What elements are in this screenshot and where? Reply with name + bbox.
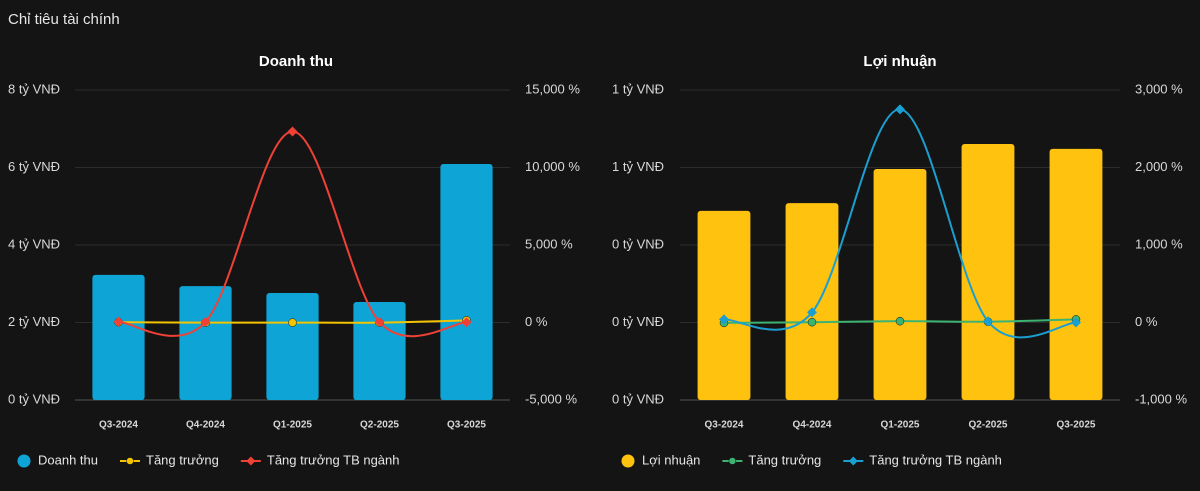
legend-label: Doanh thu — [38, 452, 98, 467]
line-marker — [719, 314, 729, 325]
x-tick-label: Q3-2024 — [705, 420, 744, 431]
line-marker — [374, 317, 385, 328]
bar — [353, 301, 406, 400]
y-tick-label: 2 tỷ VNĐ — [8, 314, 60, 329]
y2-tick-label: 2,000 % — [1135, 159, 1183, 174]
y2-tick-label: 0 % — [1135, 314, 1158, 329]
bar — [440, 164, 493, 400]
y-tick-label: 0 tỷ VNĐ — [612, 236, 664, 251]
bar — [266, 293, 319, 400]
bar — [961, 143, 1015, 400]
legend-label: Lợi nhuận — [642, 452, 700, 467]
x-tick-label: Q2-2025 — [969, 420, 1008, 431]
x-tick-label: Q1-2025 — [273, 420, 312, 431]
bar — [873, 169, 927, 400]
y-tick-label: 0 tỷ VNĐ — [612, 314, 664, 329]
line-marker — [895, 104, 905, 115]
y2-tick-label: 5,000 % — [525, 236, 573, 251]
legend-icon — [848, 456, 858, 466]
y-tick-label: 6 tỷ VNĐ — [8, 159, 60, 174]
x-tick-label: Q3-2025 — [447, 420, 486, 431]
bar — [697, 210, 751, 400]
legend-icon — [246, 456, 256, 466]
y-tick-label: 0 tỷ VNĐ — [8, 391, 60, 406]
x-tick-label: Q3-2024 — [99, 420, 138, 431]
legend-label: Tăng trưởng TB ngành — [869, 452, 1002, 467]
y2-tick-label: 3,000 % — [1135, 81, 1183, 96]
line-marker — [1071, 317, 1081, 328]
legend-icon — [17, 454, 31, 468]
line-marker — [200, 316, 211, 327]
chart-title: Doanh thu — [259, 53, 333, 70]
y2-tick-label: -1,000 % — [1135, 391, 1187, 406]
line-marker — [288, 318, 297, 327]
x-tick-label: Q4-2024 — [186, 420, 225, 431]
line-marker — [807, 317, 817, 327]
bar — [785, 203, 839, 400]
y2-tick-label: -5,000 % — [525, 391, 577, 406]
bar — [179, 286, 232, 400]
header-title: Chỉ tiêu tài chính — [8, 11, 120, 28]
y2-tick-label: 0 % — [525, 314, 548, 329]
y-tick-label: 1 tỷ VNĐ — [612, 159, 664, 174]
x-tick-label: Q2-2025 — [360, 420, 399, 431]
x-tick-label: Q4-2024 — [793, 420, 832, 431]
y2-tick-label: 10,000 % — [525, 159, 580, 174]
chart-title: Lợi nhuận — [863, 53, 936, 70]
y2-tick-label: 1,000 % — [1135, 236, 1183, 251]
x-tick-label: Q3-2025 — [1057, 420, 1096, 431]
legend-icon — [621, 454, 635, 468]
legend-icon — [126, 457, 134, 465]
legend-label: Tăng trưởng TB ngành — [267, 452, 400, 467]
y-tick-label: 1 tỷ VNĐ — [612, 81, 664, 96]
x-tick-label: Q1-2025 — [881, 420, 920, 431]
bar — [92, 274, 145, 400]
line-marker — [287, 126, 298, 137]
legend-label: Tăng trưởng — [146, 452, 219, 467]
y-tick-label: 8 tỷ VNĐ — [8, 81, 60, 96]
legend-icon — [728, 457, 737, 465]
bar — [1049, 148, 1103, 400]
line-marker — [983, 316, 993, 327]
line-marker — [807, 307, 817, 318]
line-marker — [895, 316, 905, 326]
line-marker — [461, 317, 472, 328]
line-marker — [113, 316, 124, 327]
legend-label: Tăng trưởng — [748, 452, 821, 467]
y2-tick-label: 15,000 % — [525, 81, 580, 96]
y-tick-label: 0 tỷ VNĐ — [612, 391, 664, 406]
y-tick-label: 4 tỷ VNĐ — [8, 236, 60, 251]
